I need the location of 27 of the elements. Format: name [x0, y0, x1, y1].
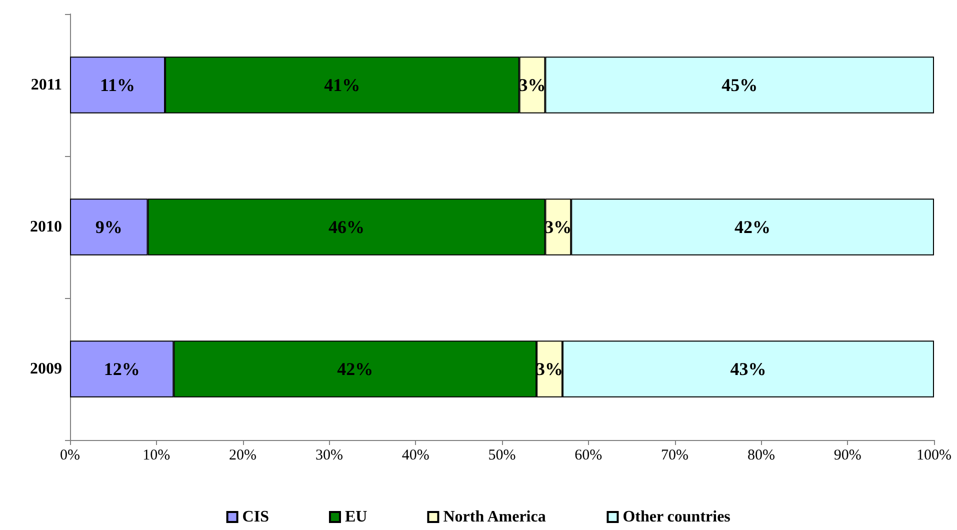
legend-label: Other countries: [622, 508, 730, 526]
x-tick-label: 90%: [834, 448, 862, 464]
x-tick-label: 30%: [315, 448, 343, 464]
data-label: 12%: [104, 359, 140, 379]
legend-label: EU: [344, 508, 368, 526]
data-label: 11%: [100, 75, 136, 95]
data-label: 46%: [328, 217, 364, 237]
y-tick-label: 2011: [30, 76, 62, 94]
x-tick-label: 60%: [574, 448, 602, 464]
x-tick-label: 70%: [661, 448, 689, 464]
x-tick-label: 20%: [229, 448, 257, 464]
legend-label: North America: [443, 508, 546, 526]
x-tick-label: 80%: [747, 448, 775, 464]
y-tick-label: 2009: [30, 360, 62, 378]
x-tick-label: 0%: [60, 448, 80, 464]
x-tick-label: 40%: [402, 448, 430, 464]
x-tick-label: 100%: [916, 448, 952, 464]
data-label: 43%: [730, 359, 766, 379]
legend-label: CIS: [242, 508, 270, 526]
y-tick-label: 2010: [30, 218, 62, 236]
data-label: 42%: [337, 359, 374, 379]
data-label: 9%: [95, 217, 122, 237]
data-label: 42%: [734, 217, 771, 237]
x-tick-label: 50%: [488, 448, 516, 464]
data-label: 41%: [324, 75, 360, 95]
data-label: 45%: [722, 75, 758, 95]
x-tick-label: 10%: [142, 448, 170, 464]
